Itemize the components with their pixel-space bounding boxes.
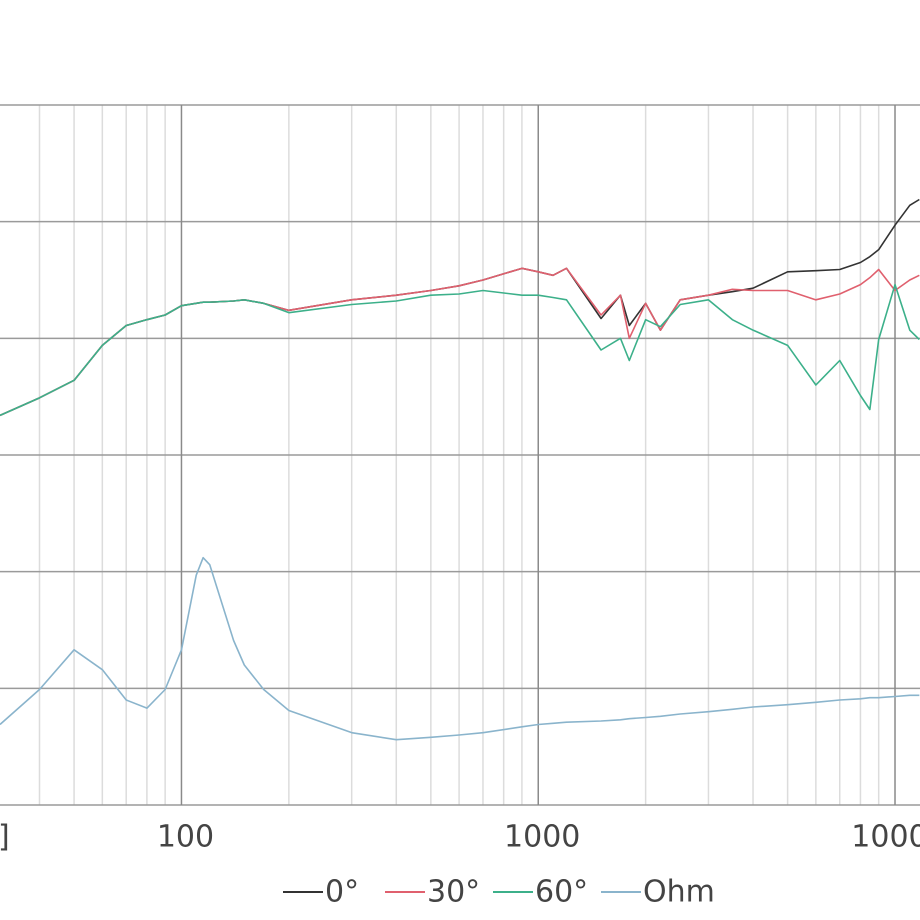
legend-label: 30° [427,875,480,910]
legend-label: 0° [325,875,359,910]
series-line [0,556,920,741]
legend-label: 60° [535,875,588,910]
x-tick-label: 100 [157,820,214,855]
series-line [0,283,920,417]
x-axis-label: ] [0,820,10,855]
x-tick-label: 1000 [504,820,580,855]
legend-label: Ohm [643,875,715,910]
